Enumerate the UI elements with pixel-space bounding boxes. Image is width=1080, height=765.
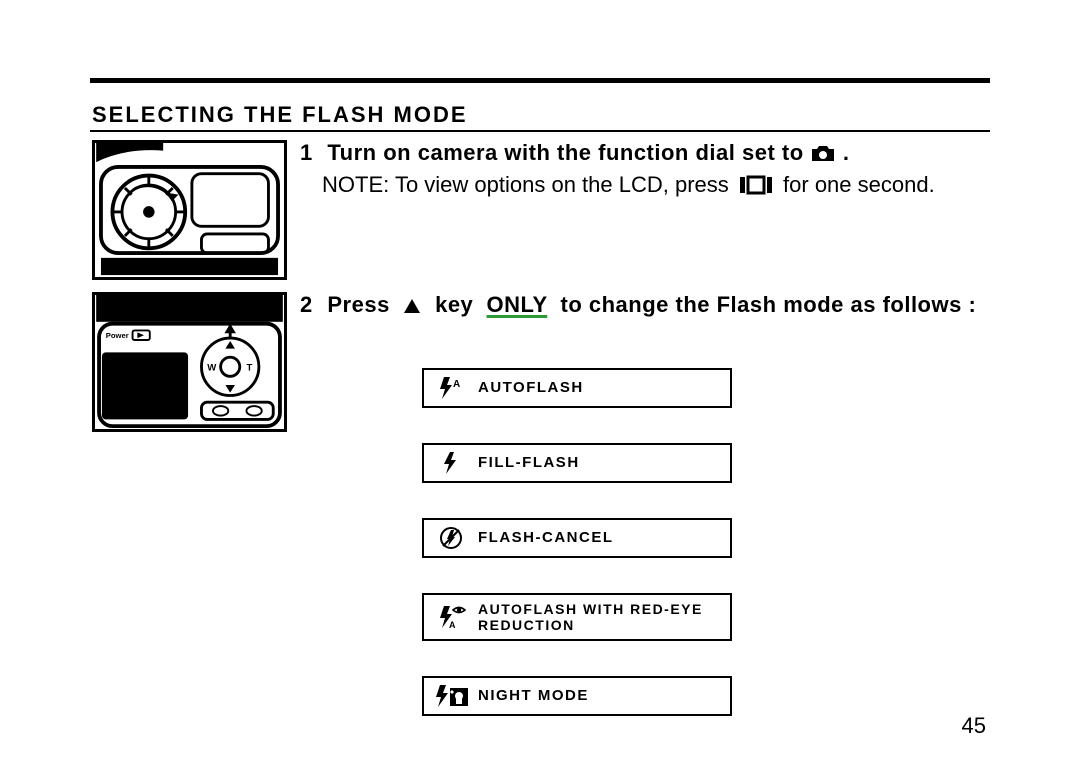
mode-night-label: NIGHT MODE — [478, 687, 589, 704]
mode-flashcancel-label: FLASH-CANCEL — [478, 529, 614, 546]
mode-autoflash: A AUTOFLASH — [422, 368, 732, 408]
section-rule — [90, 130, 990, 132]
up-arrow-icon — [402, 295, 422, 321]
mode-fillflash: FILL-FLASH — [422, 443, 732, 483]
flash-off-icon — [424, 525, 478, 551]
illustration-up-key: Power W T — [92, 292, 287, 432]
step2-number: 2 — [300, 292, 313, 317]
flash-redeye-icon: A — [424, 602, 478, 632]
step1-text-before: Turn on camera with the function dial se… — [327, 140, 803, 165]
mode-flashcancel: FLASH-CANCEL — [422, 518, 732, 558]
manual-page: SELECTING THE FLASH MODE — [0, 0, 1080, 765]
mode-night: NIGHT MODE — [422, 676, 732, 716]
top-rule — [90, 78, 990, 83]
mode-redeye: A AUTOFLASH WITH RED-EYE REDUCTION — [422, 593, 732, 641]
step1-text-after: . — [843, 140, 850, 165]
svg-text:Power: Power — [106, 331, 129, 340]
step2-heading: 2 Press key ONLY to change the Flash mod… — [300, 292, 990, 321]
mode-fillflash-label: FILL-FLASH — [478, 454, 580, 471]
flash-icon — [424, 450, 478, 476]
step1-heading: 1 Turn on camera with the function dial … — [300, 140, 990, 169]
mode-redeye-label: AUTOFLASH WITH RED-EYE REDUCTION — [478, 601, 730, 633]
step1-note: NOTE: To view options on the LCD, press … — [322, 172, 990, 201]
step1-number: 1 — [300, 140, 313, 165]
svg-text:A: A — [449, 620, 456, 630]
section-title: SELECTING THE FLASH MODE — [92, 102, 468, 128]
camera-dial-svg — [95, 143, 284, 277]
step2-text-c: to change the Flash mode as follows : — [561, 292, 977, 317]
note-prefix: NOTE: To view options on the LCD, press — [322, 172, 729, 197]
flash-auto-icon: A — [424, 375, 478, 401]
note-suffix: for one second. — [783, 172, 935, 197]
mode-autoflash-label: AUTOFLASH — [478, 379, 584, 396]
step2-text-b: key — [435, 292, 473, 317]
page-number: 45 — [962, 713, 986, 739]
camera-back-svg: Power W T — [95, 295, 284, 429]
svg-text:T: T — [246, 363, 252, 374]
svg-text:W: W — [207, 363, 217, 374]
camera-mode-icon — [810, 143, 836, 169]
illustration-function-dial — [92, 140, 287, 280]
step2-only: ONLY — [487, 292, 548, 317]
svg-text:A: A — [453, 379, 460, 390]
lcd-button-icon — [739, 175, 773, 201]
step2-text-a: Press — [327, 292, 389, 317]
flash-night-icon — [424, 682, 478, 710]
